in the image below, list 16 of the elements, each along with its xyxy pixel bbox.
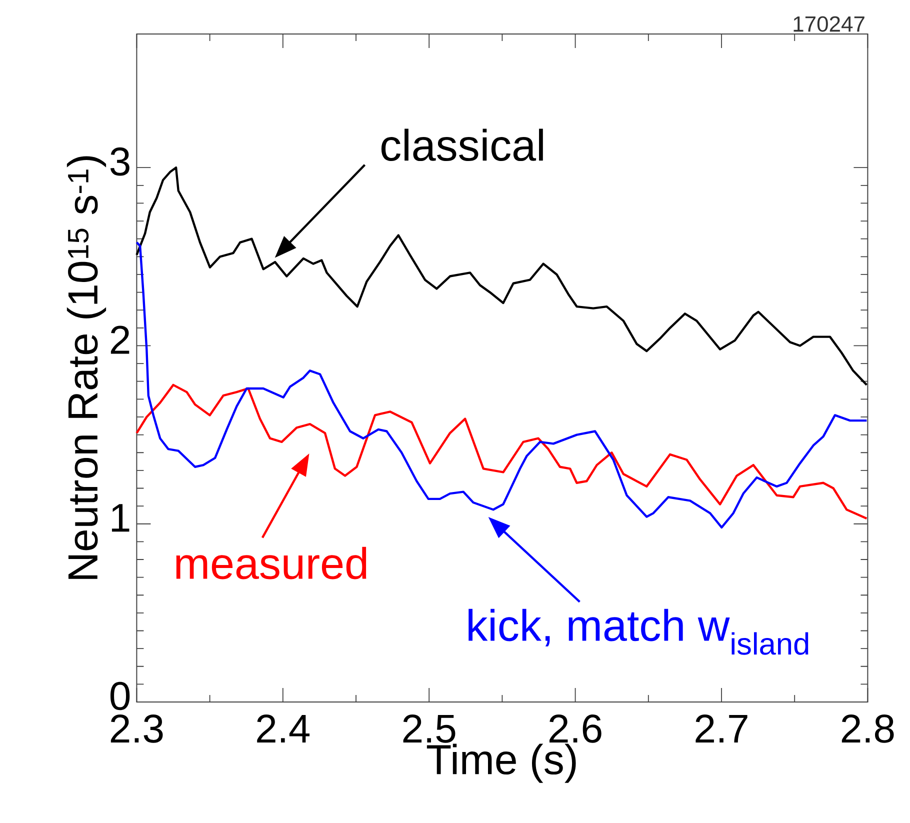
y-tick-label: 0: [110, 682, 130, 710]
y-tick-label: 1: [112, 504, 130, 532]
x-tick-label: 2.4: [257, 714, 310, 742]
text: 170247: [794, 16, 864, 32]
y-tick-label: 3: [110, 147, 130, 176]
x-tick-label: 2.5: [403, 714, 456, 743]
x-tick-label: 2.8: [842, 714, 894, 743]
annotation: classical: [381, 128, 543, 162]
x-tick-label: 2.7: [696, 714, 748, 742]
y-tick-label: 2: [110, 326, 130, 354]
annotation: measured: [176, 546, 366, 580]
x-axis-title: Time (s): [426, 744, 576, 783]
annotation: kick, match w$_{island}$: [468, 608, 808, 655]
x-tick-label: 2.6: [550, 714, 602, 743]
x-tick-label: 2.3: [110, 714, 163, 743]
y-axis-title: Neutron Rate (10$^{15}$ s$^{-1}$): [66, 156, 106, 579]
